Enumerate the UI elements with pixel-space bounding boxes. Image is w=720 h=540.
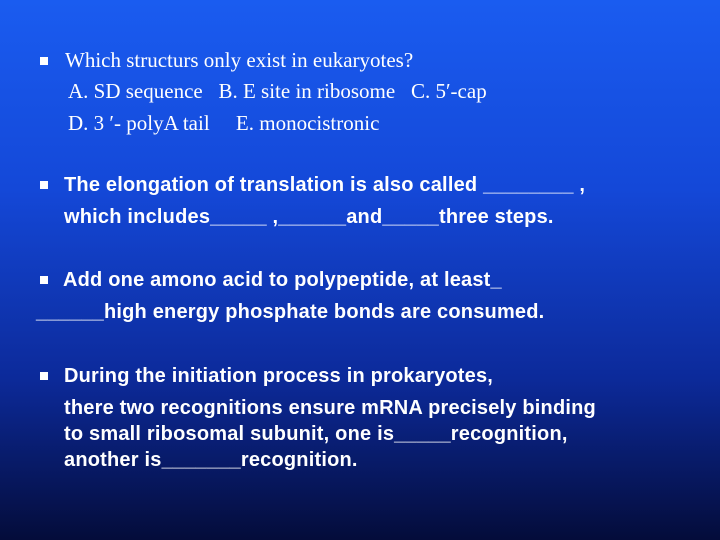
question-line: Which structurs only exist in eukaryotes… (65, 48, 414, 72)
bullet (40, 276, 48, 284)
question-line: During the initiation process in prokary… (64, 365, 494, 387)
question-line: another is_______recognition. (64, 449, 358, 471)
question-line: Add one amono acid to polypeptide, at le… (63, 269, 502, 291)
question-line: there two recognitions ensure mRNA preci… (64, 397, 596, 419)
bullet (40, 57, 48, 65)
question-line: ______high energy phosphate bonds are co… (36, 301, 545, 323)
bullet (40, 181, 48, 189)
question-line: which includes_____ ,______and_____three… (64, 206, 554, 228)
question-line: The elongation of translation is also ca… (64, 174, 586, 196)
options-line: D. 3 ′- polyA tail E. monocistronic (68, 111, 380, 135)
options-line: A. SD sequence B. E site in ribosome C. … (68, 79, 487, 103)
question-line: to small ribosomal subunit, one is_____r… (64, 423, 568, 445)
bullet (40, 372, 48, 380)
